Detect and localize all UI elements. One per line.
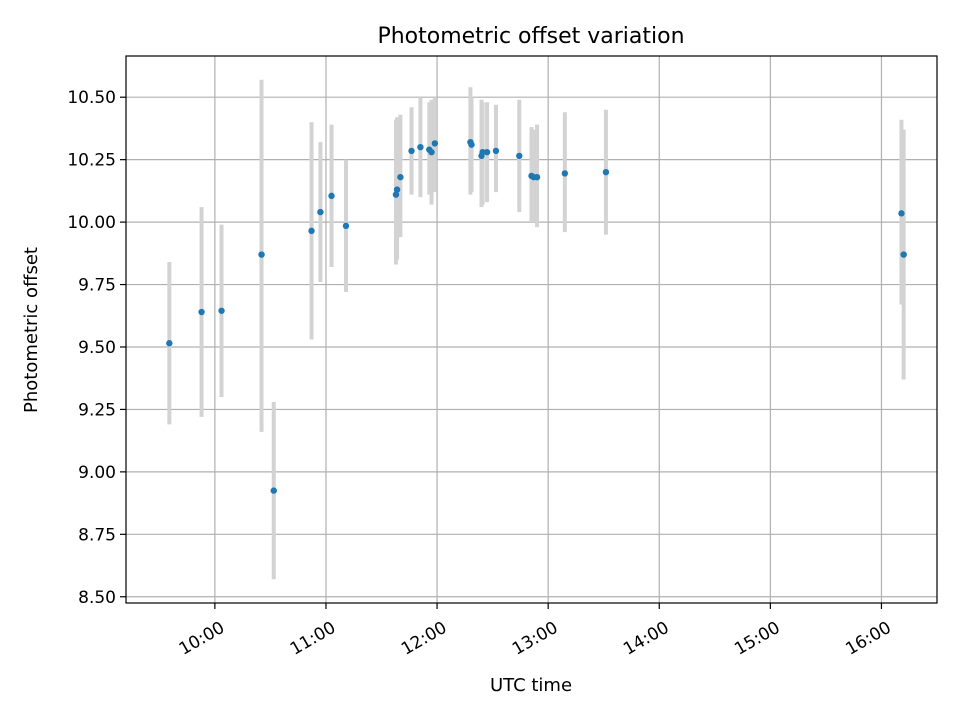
data-point (479, 148, 486, 156)
x-tick-label: 12:00 (398, 618, 450, 660)
data-point (602, 168, 610, 176)
x-tick-label: 13:00 (509, 618, 561, 660)
y-tick-label: 10.50 (67, 88, 116, 108)
chart-title: Photometric offset variation (377, 24, 684, 49)
data-point (166, 340, 173, 347)
data-point (468, 141, 475, 148)
plot-frame (125, 55, 938, 604)
x-axis-label: UTC time (490, 675, 572, 696)
data-point (483, 148, 491, 156)
data-point (417, 143, 424, 151)
data-point (408, 147, 415, 155)
y-tick-label: 8.75 (78, 525, 116, 545)
y-tick-label: 10.25 (67, 151, 116, 171)
data-point (328, 192, 335, 200)
data-point (270, 487, 277, 494)
data-point (342, 222, 350, 230)
y-tick-label: 9.25 (78, 400, 116, 420)
data-point (431, 140, 439, 147)
data-point (428, 148, 435, 156)
data-point (900, 251, 907, 258)
x-axis-ticks: 10:00 11:00 12:00 13:00 14:00 15:00 16:00 (176, 603, 895, 660)
y-axis-ticks: 8.50 8.75 9.00 9.25 9.50 9.75 10.00 10.25 10.50 (67, 88, 126, 608)
data-point (198, 308, 205, 316)
data-point (393, 186, 401, 193)
x-tick-label: 10:00 (176, 618, 228, 660)
x-tick-label: 14:00 (620, 618, 672, 660)
y-tick-label: 9.75 (78, 276, 116, 296)
data-point (218, 307, 225, 314)
data-point (308, 227, 315, 235)
x-tick-label: 16:00 (842, 618, 894, 660)
data-point (258, 251, 265, 258)
error-bars (167, 79, 906, 580)
y-tick-label: 9.50 (78, 338, 116, 358)
y-tick-label: 9.00 (78, 463, 116, 483)
y-tick-label: 8.50 (78, 588, 116, 608)
data-point (392, 191, 400, 198)
data-point (397, 173, 404, 181)
data-point (533, 173, 541, 181)
x-tick-label: 11:00 (287, 618, 339, 660)
x-tick-label: 15:00 (731, 618, 783, 660)
y-tick-label: 10.00 (67, 213, 116, 233)
data-point (561, 170, 569, 177)
data-point (317, 208, 324, 216)
y-axis-label: Photometric offset (21, 247, 42, 413)
data-point (516, 152, 523, 160)
data-point (898, 210, 905, 217)
data-point (492, 147, 500, 155)
data-points (166, 138, 907, 494)
